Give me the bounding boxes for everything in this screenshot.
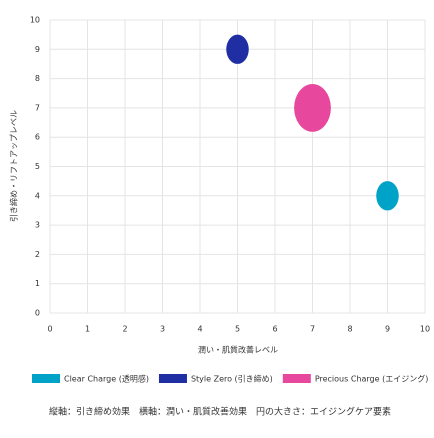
y-tick-label: 2	[35, 250, 40, 259]
legend-label: Style Zero (引き締め)	[191, 374, 273, 384]
x-axis-label: 潤い・肌質改善レベル	[198, 345, 278, 355]
legend-label: Precious Charge (エイジング)	[315, 374, 429, 384]
note: 縦軸：引き締め効果 横軸：潤い・肌質改善効果 円の大きさ：エイジングケア要素	[49, 406, 391, 418]
legend-swatch	[158, 374, 187, 383]
y-tick-label: 8	[35, 74, 40, 83]
x-tick-label: 6	[272, 325, 277, 334]
bubble	[376, 181, 399, 211]
x-tick-label: 9	[385, 325, 390, 334]
y-axis-label: 引き締め・リフトアップレベル	[9, 110, 19, 222]
y-tick-label: 5	[35, 162, 40, 171]
legend-swatch	[32, 374, 60, 383]
x-tick-label: 0	[47, 325, 52, 334]
y-tick-label: 10	[30, 16, 40, 25]
y-tick-label: 4	[35, 191, 40, 200]
y-tick-label: 7	[35, 103, 40, 112]
x-tick-label: 10	[420, 325, 430, 334]
y-tick-label: 3	[35, 221, 40, 230]
bubble	[226, 34, 249, 64]
x-tick-label: 8	[347, 325, 352, 334]
x-tick-label: 2	[122, 325, 127, 334]
legend-label: Clear Charge (透明感)	[64, 374, 149, 384]
x-tick-label: 1	[85, 325, 90, 334]
y-tick-label: 1	[35, 279, 40, 288]
y-tick-label: 0	[35, 309, 40, 318]
x-tick-label: 4	[197, 325, 202, 334]
x-tick-label: 5	[235, 325, 240, 334]
legend-swatch	[282, 374, 311, 383]
bubble	[294, 83, 331, 132]
y-tick-label: 9	[35, 45, 40, 54]
y-tick-label: 6	[35, 133, 40, 142]
x-tick-label: 7	[310, 325, 315, 334]
x-tick-label: 3	[160, 325, 165, 334]
